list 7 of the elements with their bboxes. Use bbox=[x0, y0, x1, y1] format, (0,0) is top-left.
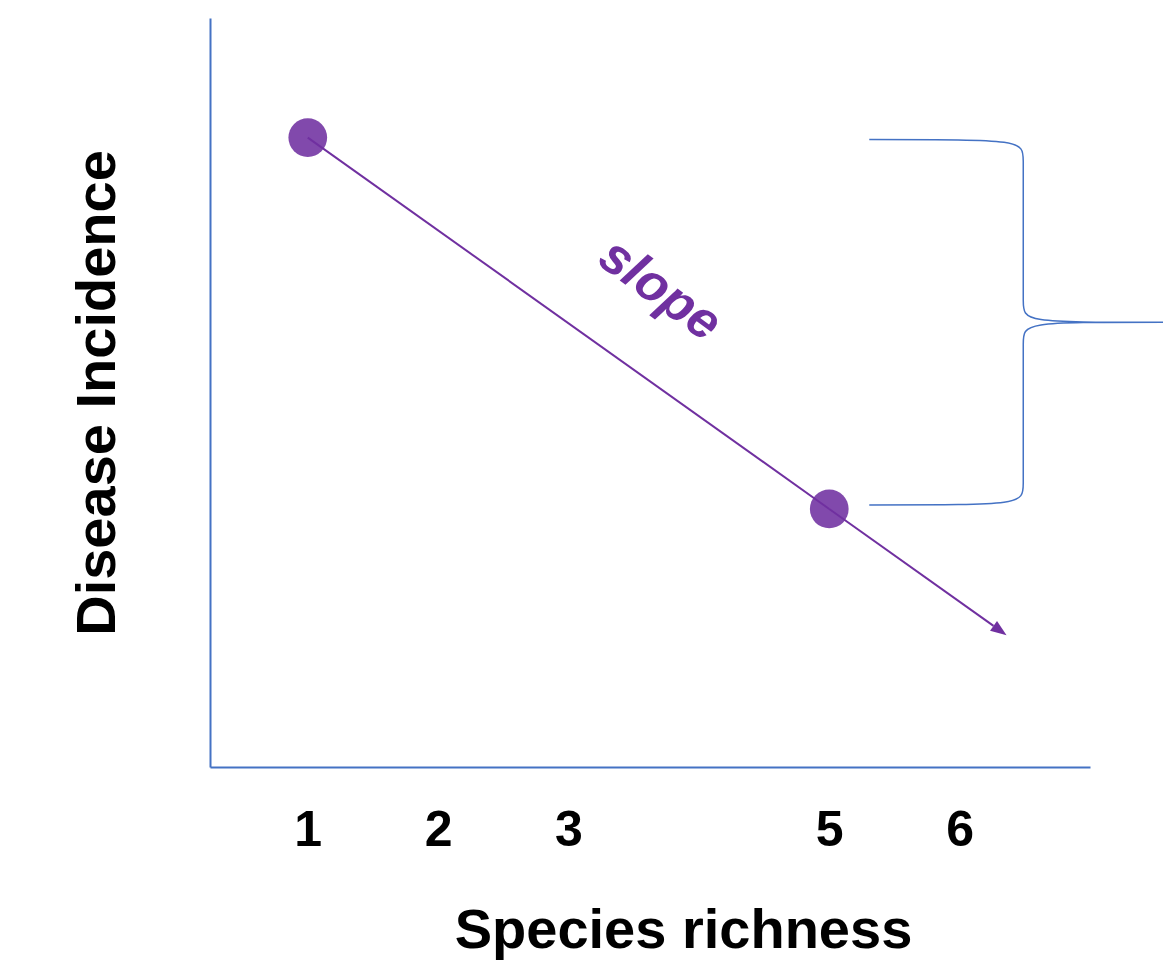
x-tick-label: 1 bbox=[294, 800, 323, 857]
x-tick-label: 5 bbox=[815, 800, 844, 857]
y-axis-title: Disease Incidence bbox=[63, 150, 127, 636]
x-tick-label: 2 bbox=[424, 800, 453, 857]
x-tick-label: 6 bbox=[946, 800, 975, 857]
x-axis-title: Species richness bbox=[454, 896, 913, 960]
x-tick-label: 3 bbox=[555, 800, 583, 857]
